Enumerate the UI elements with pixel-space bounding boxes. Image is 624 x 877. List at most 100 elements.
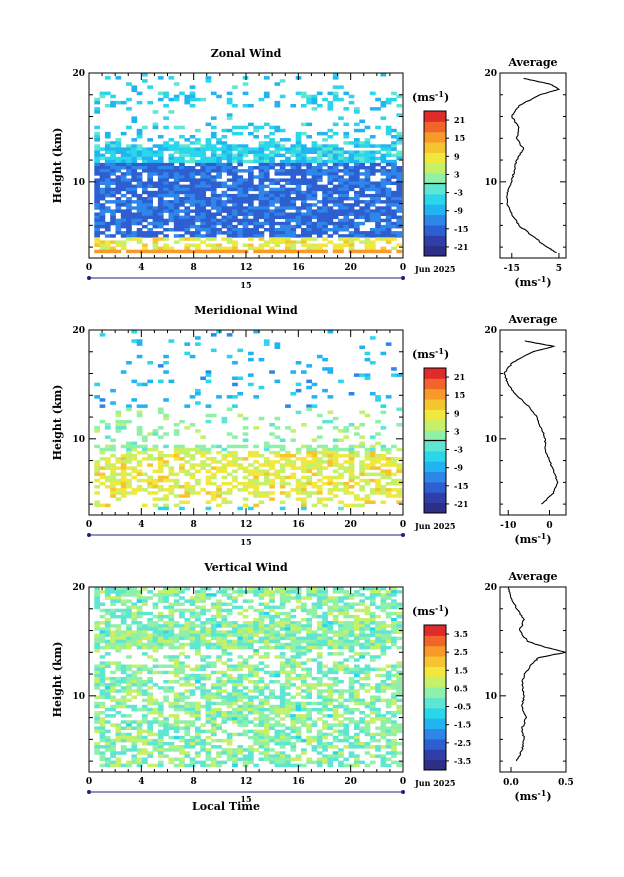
heatmap-cell	[253, 479, 259, 483]
heatmap-cell	[174, 640, 180, 644]
heatmap-cell	[343, 209, 349, 213]
heatmap-cell	[275, 590, 281, 594]
heatmap-cell	[206, 609, 212, 613]
heatmap-cell	[243, 169, 249, 173]
heatmap-cell	[359, 466, 365, 470]
heatmap-cell	[126, 764, 132, 768]
heatmap-cell	[163, 627, 169, 631]
heatmap-cell	[370, 166, 376, 170]
heatmap-cell	[301, 677, 307, 681]
heatmap-cell	[290, 231, 296, 235]
heatmap-cell	[227, 488, 233, 492]
heatmap-cell	[222, 454, 228, 458]
heatmap-cell	[184, 742, 190, 746]
heatmap-cell	[227, 219, 233, 223]
heatmap-cell	[370, 603, 376, 607]
heatmap-cell	[126, 668, 132, 672]
heatmap-cell	[275, 708, 281, 712]
heatmap-cell	[354, 482, 360, 486]
heatmap-cell	[222, 417, 228, 421]
heatmap-cell	[153, 627, 159, 631]
heatmap-cell	[359, 621, 365, 625]
heatmap-cell	[296, 720, 302, 724]
heatmap-cell	[370, 231, 376, 235]
heatmap-cell	[301, 460, 307, 464]
heatmap-cell	[269, 748, 275, 752]
heatmap-cell	[94, 172, 100, 176]
heatmap-cell	[290, 160, 296, 164]
heatmap-cell	[237, 213, 243, 217]
heatmap-cell	[169, 658, 175, 662]
heatmap-cell	[280, 191, 286, 195]
heatmap-cell	[179, 445, 185, 449]
heatmap-cell	[290, 640, 296, 644]
heatmap-cell	[137, 234, 143, 238]
heatmap-cell	[179, 222, 185, 226]
heatmap-cell	[153, 764, 159, 768]
heatmap-cell	[285, 714, 291, 718]
heatmap-cell	[269, 182, 275, 186]
heatmap-cell	[301, 172, 307, 176]
colorbar-swatch	[424, 204, 446, 215]
heatmap-cell	[169, 98, 175, 102]
heatmap-cell	[222, 714, 228, 718]
heatmap-cell	[163, 624, 169, 628]
heatmap-cell	[211, 646, 217, 650]
heatmap-cell	[142, 599, 148, 603]
heatmap-cell	[301, 689, 307, 693]
heatmap-cell	[306, 696, 312, 700]
heatmap-cell	[365, 497, 371, 501]
heatmap-cell	[116, 240, 122, 244]
heatmap-cell	[222, 129, 228, 133]
heatmap-cell	[94, 705, 100, 709]
heatmap-cell	[296, 708, 302, 712]
heatmap-cell	[253, 194, 259, 198]
heatmap-cell	[354, 754, 360, 758]
heatmap-cell	[216, 739, 222, 743]
heatmap-cell	[269, 615, 275, 619]
heatmap-cell	[184, 702, 190, 706]
heatmap-cell	[232, 197, 238, 201]
heatmap-cell	[375, 634, 381, 638]
heatmap-cell	[169, 216, 175, 220]
heatmap-cell	[328, 420, 334, 424]
heatmap-cell	[190, 736, 196, 740]
heatmap-cell	[306, 364, 312, 368]
heatmap-cell	[301, 219, 307, 223]
heatmap-cell	[301, 751, 307, 755]
heatmap-cell	[137, 751, 143, 755]
heatmap-cell	[280, 197, 286, 201]
heatmap-cell	[195, 686, 201, 690]
heatmap-cell	[343, 590, 349, 594]
heatmap-cell	[227, 92, 233, 96]
heatmap-cell	[375, 689, 381, 693]
heatmap-cell	[137, 637, 143, 641]
heatmap-cell	[195, 674, 201, 678]
heatmap-cell	[354, 454, 360, 458]
heatmap-cell	[322, 640, 328, 644]
heatmap-cell	[343, 717, 349, 721]
heatmap-cell	[269, 216, 275, 220]
heatmap-cell	[338, 228, 344, 232]
heatmap-cell	[317, 652, 323, 656]
heatmap-cell	[396, 191, 402, 195]
heatmap-cell	[163, 178, 169, 182]
heatmap-cell	[396, 466, 402, 470]
heatmap-cell	[174, 665, 180, 669]
heatmap-cell	[121, 702, 127, 706]
heatmap-cell	[94, 727, 100, 731]
heatmap-cell	[275, 621, 281, 625]
heatmap-cell	[269, 593, 275, 597]
heatmap-cell	[163, 445, 169, 449]
heatmap-cell	[285, 593, 291, 597]
heatmap-cell	[349, 754, 355, 758]
heatmap-cell	[375, 488, 381, 492]
heatmap-cell	[94, 203, 100, 207]
heatmap-cell	[259, 618, 265, 622]
heatmap-cell	[174, 621, 180, 625]
heatmap-cell	[280, 699, 286, 703]
heatmap-cell	[290, 466, 296, 470]
heatmap-cell	[280, 178, 286, 182]
heatmap-cell	[328, 596, 334, 600]
